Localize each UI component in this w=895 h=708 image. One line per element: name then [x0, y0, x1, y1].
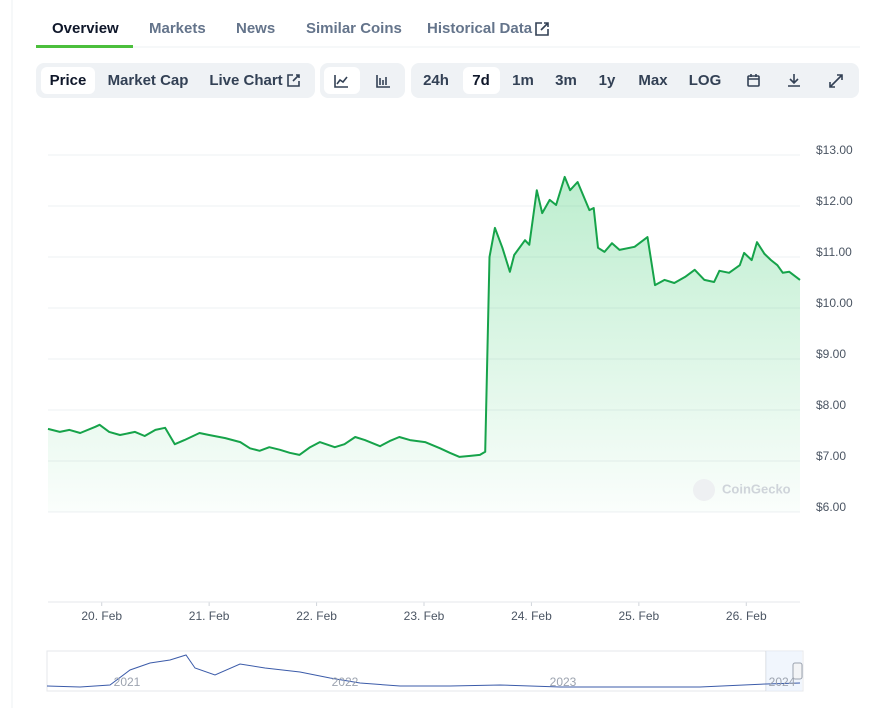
expand-icon[interactable] [829, 74, 843, 88]
range-group [411, 63, 859, 98]
candle-icon[interactable] [376, 75, 390, 88]
y-tick-label: $7.00 [816, 449, 846, 463]
navigator-label: 2024 [769, 675, 796, 689]
view-button[interactable]: Price [50, 72, 87, 89]
calendar-icon[interactable] [747, 74, 760, 87]
y-tick-label: $13.00 [816, 143, 853, 157]
x-tick-label: 22. Feb [296, 609, 337, 623]
navigator-line [46, 654, 801, 688]
x-tick-label: 23. Feb [404, 609, 445, 623]
range-button[interactable]: LOG [689, 72, 722, 89]
navigator[interactable] [46, 650, 804, 692]
x-tick-label: 26. Feb [726, 609, 767, 623]
watermark: CoinGecko [722, 481, 791, 496]
x-tick-label: 21. Feb [189, 609, 230, 623]
tab[interactable]: Historical Data [427, 20, 533, 37]
y-tick-label: $12.00 [816, 194, 853, 208]
watermark-logo [693, 479, 715, 501]
external-icon [535, 22, 549, 36]
tab-underline [36, 45, 133, 48]
download-icon[interactable] [788, 74, 800, 87]
x-tick-label: 25. Feb [619, 609, 660, 623]
range-button[interactable]: 3m [555, 72, 577, 89]
y-tick-label: $11.00 [816, 245, 852, 259]
navigator-handle[interactable] [792, 662, 803, 680]
range-button[interactable]: 1y [599, 72, 616, 89]
view-button[interactable]: Market Cap [108, 72, 189, 89]
navigator-label: 2023 [550, 675, 577, 689]
selected-view [41, 67, 95, 94]
y-tick-label: $8.00 [816, 398, 846, 412]
y-tick-label: $10.00 [816, 296, 853, 310]
y-tick-label: $9.00 [816, 347, 846, 361]
range-button[interactable]: 7d [472, 72, 490, 89]
navigator-labels: 2021 2022 2023 2024 [114, 675, 796, 689]
tab[interactable]: Overview [52, 20, 119, 37]
x-tick-label: 24. Feb [511, 609, 552, 623]
navigator-label: 2021 [114, 675, 141, 689]
y-tick-label: $6.00 [816, 500, 846, 514]
range-button[interactable]: 1m [512, 72, 534, 89]
view-group [36, 63, 315, 98]
tab[interactable]: News [236, 20, 275, 37]
price-area [48, 176, 800, 512]
view-button[interactable]: Live Chart [209, 72, 282, 89]
range-button[interactable]: 24h [423, 72, 449, 89]
selected-range [463, 67, 500, 94]
line-icon [334, 75, 348, 88]
x-tick-label: 20. Feb [81, 609, 122, 623]
price-line [47, 175, 801, 458]
range-button[interactable]: Max [638, 72, 668, 89]
tab[interactable]: Similar Coins [306, 20, 402, 37]
navigator-label: 2022 [332, 675, 359, 689]
external-icon [287, 74, 300, 87]
tab[interactable]: Markets [149, 20, 206, 37]
price-chart: $6.00 $7.00 $8.00 $9.00 $10.00 $11.00 $12.00 $1… [47, 143, 853, 623]
